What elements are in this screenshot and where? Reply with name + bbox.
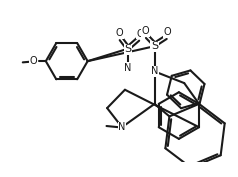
Text: N: N [124, 63, 131, 73]
Text: O: O [30, 56, 37, 66]
Text: N: N [118, 122, 126, 132]
Text: O: O [164, 27, 171, 37]
Text: O: O [116, 28, 123, 38]
Text: S: S [151, 41, 158, 52]
Text: S: S [124, 44, 131, 54]
Text: O: O [142, 26, 149, 36]
Text: O: O [136, 29, 144, 39]
Text: N: N [151, 66, 158, 76]
